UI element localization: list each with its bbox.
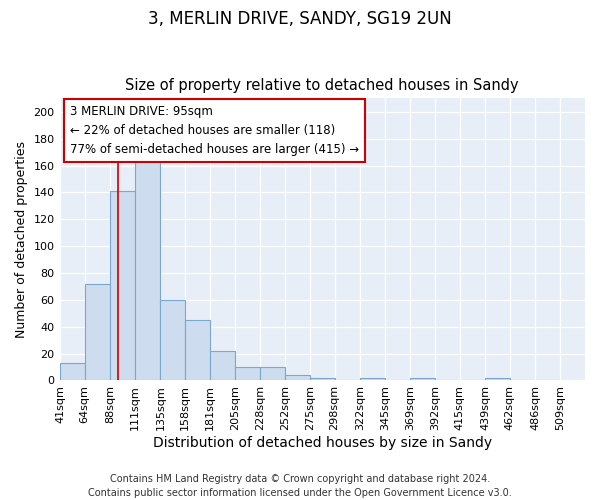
Bar	[209, 351, 235, 380]
Text: Contains HM Land Registry data © Crown copyright and database right 2024.
Contai: Contains HM Land Registry data © Crown c…	[88, 474, 512, 498]
Bar	[185, 320, 209, 380]
Y-axis label: Number of detached properties: Number of detached properties	[15, 141, 28, 338]
Text: 3 MERLIN DRIVE: 95sqm
← 22% of detached houses are smaller (118)
77% of semi-det: 3 MERLIN DRIVE: 95sqm ← 22% of detached …	[70, 106, 359, 156]
Bar	[360, 378, 385, 380]
Bar	[110, 191, 135, 380]
Bar	[160, 300, 185, 380]
Bar	[485, 378, 510, 380]
Bar	[235, 367, 260, 380]
Bar	[85, 284, 110, 380]
Bar	[286, 375, 310, 380]
Bar	[260, 367, 286, 380]
Bar	[410, 378, 435, 380]
Title: Size of property relative to detached houses in Sandy: Size of property relative to detached ho…	[125, 78, 519, 93]
Bar	[60, 363, 85, 380]
Bar	[135, 155, 160, 380]
X-axis label: Distribution of detached houses by size in Sandy: Distribution of detached houses by size …	[153, 436, 492, 450]
Text: 3, MERLIN DRIVE, SANDY, SG19 2UN: 3, MERLIN DRIVE, SANDY, SG19 2UN	[148, 10, 452, 28]
Bar	[310, 378, 335, 380]
